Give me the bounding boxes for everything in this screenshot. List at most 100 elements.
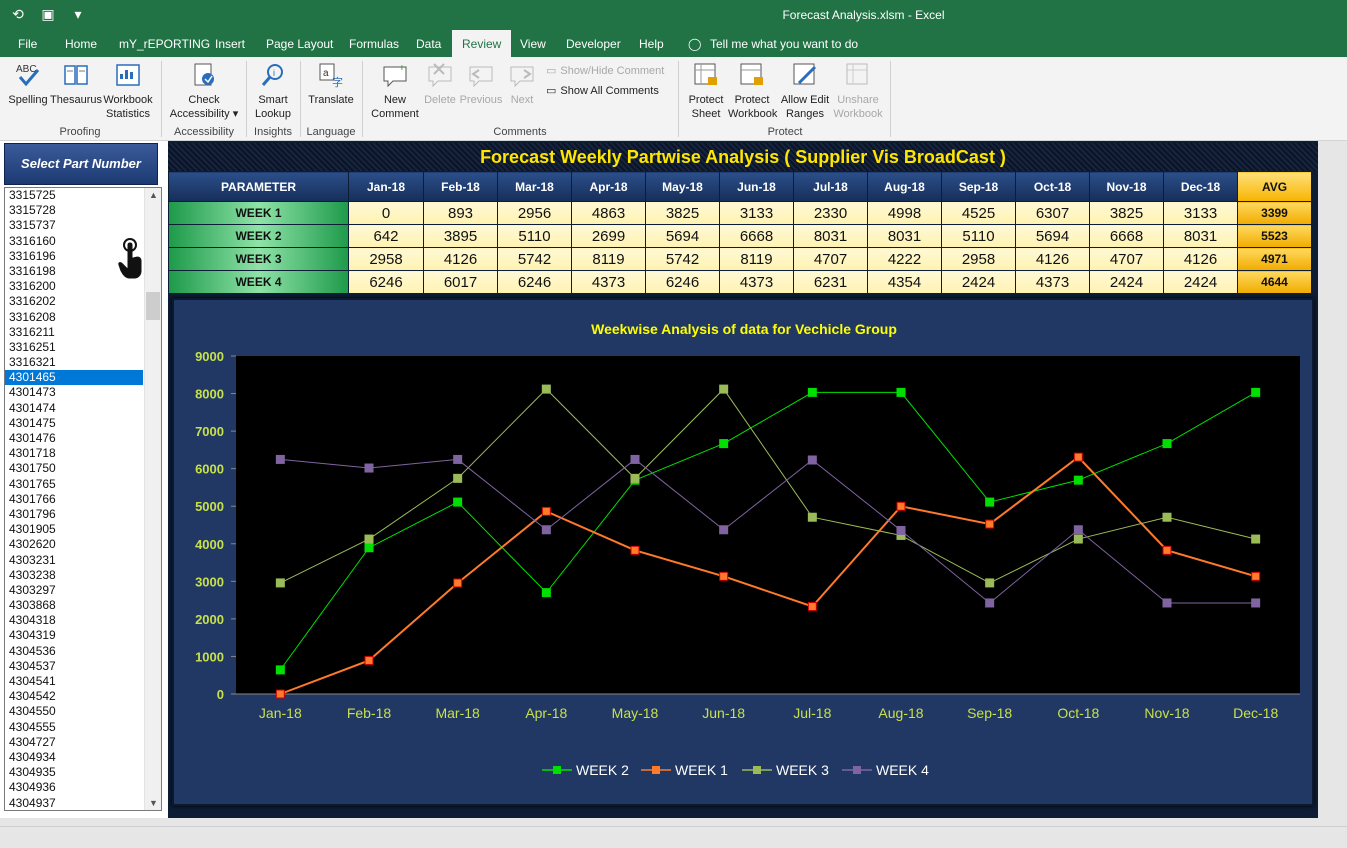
value-cell[interactable]: 5694 bbox=[645, 224, 720, 248]
value-cell[interactable]: 3825 bbox=[1089, 201, 1164, 225]
value-cell[interactable]: 5110 bbox=[941, 224, 1016, 248]
value-cell[interactable]: 2956 bbox=[497, 201, 572, 225]
tab-page-layout[interactable]: Page Layout bbox=[266, 37, 334, 51]
value-cell[interactable]: 4998 bbox=[867, 201, 942, 225]
list-item[interactable]: 4304536 bbox=[9, 643, 56, 658]
list-item[interactable]: 4304934 bbox=[9, 749, 56, 764]
value-cell[interactable]: 2424 bbox=[941, 270, 1016, 294]
list-item[interactable]: 4301473 bbox=[9, 385, 56, 400]
value-cell[interactable]: 5742 bbox=[497, 247, 572, 271]
list-item[interactable]: 4301474 bbox=[9, 400, 56, 415]
list-item[interactable]: 4304935 bbox=[9, 765, 56, 780]
tell-me-search[interactable]: Tell me what you want to do bbox=[710, 37, 859, 51]
list-item[interactable]: 4304541 bbox=[9, 674, 56, 688]
value-cell[interactable]: 8031 bbox=[1163, 224, 1238, 248]
show-all-comments-button[interactable]: ▭ Show All Comments bbox=[546, 84, 659, 98]
new-comment-button[interactable]: + New Comment bbox=[368, 61, 422, 121]
list-item[interactable]: 4304542 bbox=[9, 689, 56, 704]
list-item[interactable]: 4301766 bbox=[9, 491, 56, 506]
tab-file[interactable]: File bbox=[18, 37, 38, 51]
autosave-icon[interactable]: ⟲ bbox=[12, 6, 24, 22]
list-item[interactable]: 4304318 bbox=[9, 613, 56, 628]
value-cell[interactable]: 3133 bbox=[719, 201, 794, 225]
value-cell[interactable]: 6668 bbox=[1089, 224, 1164, 248]
value-cell[interactable]: 6668 bbox=[719, 224, 794, 248]
value-cell[interactable]: 6231 bbox=[793, 270, 868, 294]
list-item[interactable]: 3316208 bbox=[9, 309, 56, 324]
value-cell[interactable]: 4126 bbox=[1163, 247, 1238, 271]
scroll-up-icon[interactable]: ▲ bbox=[149, 190, 158, 200]
list-item[interactable]: 3316200 bbox=[9, 279, 56, 294]
value-cell[interactable]: 4126 bbox=[1015, 247, 1090, 271]
value-cell[interactable]: 4373 bbox=[1015, 270, 1090, 294]
list-item[interactable]: 3316202 bbox=[9, 294, 56, 309]
list-item[interactable]: 4301750 bbox=[9, 461, 56, 476]
value-cell[interactable]: 2424 bbox=[1163, 270, 1238, 294]
value-cell[interactable]: 8119 bbox=[571, 247, 646, 271]
list-item[interactable]: 4303868 bbox=[9, 598, 56, 613]
tab-insert[interactable]: Insert bbox=[215, 37, 246, 51]
show-hide-comment-button[interactable]: ▭ Show/Hide Comment bbox=[546, 64, 664, 78]
value-cell[interactable]: 8031 bbox=[793, 224, 868, 248]
avg-cell[interactable]: 4971 bbox=[1237, 247, 1312, 271]
protect-workbook-button[interactable]: Protect Workbook bbox=[728, 61, 777, 121]
value-cell[interactable]: 5742 bbox=[645, 247, 720, 271]
list-item[interactable]: 3316321 bbox=[9, 355, 56, 370]
value-cell[interactable]: 4525 bbox=[941, 201, 1016, 225]
value-cell[interactable]: 2699 bbox=[571, 224, 646, 248]
list-item[interactable]: 4304555 bbox=[9, 719, 56, 734]
protect-sheet-button[interactable]: Protect Sheet bbox=[684, 61, 728, 121]
value-cell[interactable]: 5110 bbox=[497, 224, 572, 248]
value-cell[interactable]: 6246 bbox=[497, 270, 572, 294]
list-item[interactable]: 4304550 bbox=[9, 704, 56, 719]
tab-data[interactable]: Data bbox=[416, 37, 442, 51]
value-cell[interactable]: 2958 bbox=[941, 247, 1016, 271]
value-cell[interactable]: 0 bbox=[348, 201, 424, 225]
value-cell[interactable]: 4707 bbox=[1089, 247, 1164, 271]
list-item[interactable]: 3316251 bbox=[9, 339, 56, 354]
value-cell[interactable]: 6307 bbox=[1015, 201, 1090, 225]
value-cell[interactable]: 4354 bbox=[867, 270, 942, 294]
value-cell[interactable]: 2424 bbox=[1089, 270, 1164, 294]
value-cell[interactable]: 3895 bbox=[423, 224, 498, 248]
tab-review[interactable]: Review bbox=[452, 30, 512, 57]
avg-cell[interactable]: 5523 bbox=[1237, 224, 1312, 248]
list-item[interactable]: 3315725 bbox=[9, 188, 56, 202]
spelling-button[interactable]: ABC Spelling bbox=[6, 61, 50, 107]
list-item[interactable]: 4301765 bbox=[9, 476, 56, 491]
select-part-number-button[interactable]: Select Part Number bbox=[4, 143, 158, 185]
delete-comment-button[interactable]: Delete bbox=[422, 61, 458, 107]
list-item[interactable]: 4304319 bbox=[9, 628, 56, 643]
value-cell[interactable]: 4222 bbox=[867, 247, 942, 271]
tab-view[interactable]: View bbox=[520, 37, 546, 51]
list-item[interactable]: 4301465 bbox=[5, 370, 143, 386]
list-item[interactable]: 4301905 bbox=[9, 522, 56, 537]
list-item[interactable]: 4302620 bbox=[9, 537, 56, 552]
value-cell[interactable]: 2958 bbox=[348, 247, 424, 271]
tab-formulas[interactable]: Formulas bbox=[349, 37, 400, 51]
value-cell[interactable]: 4126 bbox=[423, 247, 498, 271]
value-cell[interactable]: 5694 bbox=[1015, 224, 1090, 248]
value-cell[interactable]: 3133 bbox=[1163, 201, 1238, 225]
value-cell[interactable]: 4863 bbox=[571, 201, 646, 225]
tab-my-reporting[interactable]: mY_rEPORTING bbox=[119, 37, 211, 51]
list-item[interactable]: 4301475 bbox=[9, 415, 56, 430]
unshare-workbook-button[interactable]: Unshare Workbook bbox=[832, 61, 884, 121]
avg-cell[interactable]: 4644 bbox=[1237, 270, 1312, 294]
save-icon[interactable]: ▣ bbox=[41, 6, 55, 22]
thesaurus-button[interactable]: Thesaurus bbox=[50, 61, 102, 107]
tab-help[interactable]: Help bbox=[639, 37, 664, 51]
value-cell[interactable]: 642 bbox=[348, 224, 424, 248]
tab-developer[interactable]: Developer bbox=[566, 37, 621, 51]
list-item[interactable]: 4304727 bbox=[9, 734, 56, 749]
value-cell[interactable]: 893 bbox=[423, 201, 498, 225]
previous-comment-button[interactable]: Previous bbox=[458, 61, 504, 107]
customize-qat-icon[interactable]: ▾ bbox=[74, 6, 82, 22]
next-comment-button[interactable]: Next bbox=[504, 61, 540, 107]
tab-home[interactable]: Home bbox=[65, 37, 98, 51]
value-cell[interactable]: 4707 bbox=[793, 247, 868, 271]
list-item[interactable]: 3315737 bbox=[9, 218, 56, 233]
list-item[interactable]: 3316198 bbox=[9, 263, 56, 278]
value-cell[interactable]: 4373 bbox=[719, 270, 794, 294]
